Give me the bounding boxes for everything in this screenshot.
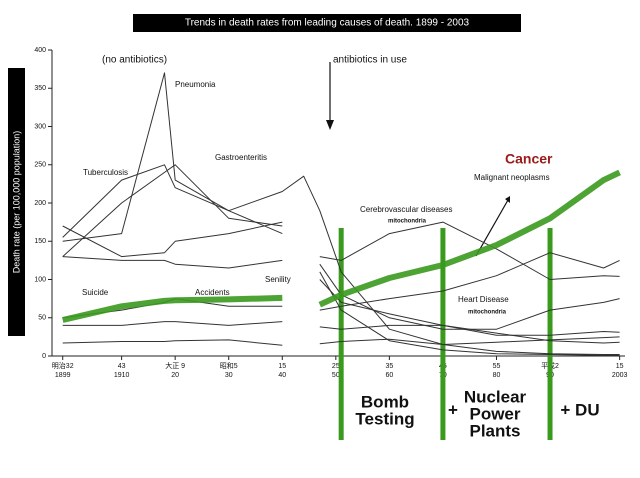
annotation: Bomb bbox=[361, 392, 409, 411]
annotation: + bbox=[448, 400, 458, 419]
y-label-box bbox=[8, 68, 25, 336]
series-label: Accidents bbox=[195, 288, 230, 297]
annotation: Power bbox=[469, 404, 520, 423]
arrow-head bbox=[326, 120, 334, 130]
x-tick-label: 55 80 bbox=[493, 363, 501, 379]
annotation: + DU bbox=[560, 400, 599, 419]
annotation: antibiotics in use bbox=[333, 55, 407, 66]
x-tick-label: 大正 9 20 bbox=[165, 361, 185, 379]
series-line bbox=[62, 164, 620, 355]
x-tick-label: 昭和5 30 bbox=[220, 361, 238, 379]
series-label: Pneumonia bbox=[175, 80, 216, 89]
series-line bbox=[62, 164, 620, 356]
y-tick-label: 350 bbox=[34, 85, 46, 92]
annotation: (no antibiotics) bbox=[102, 55, 167, 66]
y-tick-label: 400 bbox=[34, 47, 46, 54]
y-tick-label: 100 bbox=[34, 276, 46, 283]
chart-title: Trends in death rates from leading cause… bbox=[185, 18, 470, 29]
annotation: Nuclear bbox=[464, 387, 527, 406]
series-line bbox=[62, 169, 621, 323]
series-line bbox=[62, 321, 620, 336]
y-axis-label: Death rate (per 100,000 population) bbox=[11, 131, 21, 274]
x-tick-label: 25 50 bbox=[332, 363, 340, 379]
y-tick-label: 0 bbox=[42, 353, 46, 360]
y-tick-label: 300 bbox=[34, 123, 46, 130]
x-tick-label: 15 40 bbox=[278, 363, 286, 379]
series-line bbox=[62, 221, 620, 280]
series-label: Senility bbox=[265, 275, 291, 284]
series-label: Malignant neoplasms bbox=[474, 173, 550, 182]
series-label: Heart Disease bbox=[458, 295, 509, 304]
y-tick-label: 250 bbox=[34, 162, 46, 169]
y-tick-label: 150 bbox=[34, 238, 46, 245]
y-tick-label: 50 bbox=[38, 315, 46, 322]
series-line bbox=[62, 256, 620, 344]
series-label: Gastroenteritis bbox=[215, 153, 267, 162]
title-box bbox=[133, 14, 521, 32]
x-tick-label: 35 60 bbox=[385, 363, 393, 379]
series-line bbox=[62, 336, 620, 346]
series-label: Cerebrovascular diseases bbox=[360, 205, 453, 214]
arrow bbox=[475, 199, 509, 257]
x-tick-label: 43 1910 bbox=[114, 363, 130, 379]
annotation: Plants bbox=[469, 421, 520, 440]
annotation: Cancer bbox=[505, 151, 553, 167]
series-label: Suicide bbox=[82, 288, 109, 297]
y-tick-label: 200 bbox=[34, 200, 46, 207]
x-tick-label: 明治32 1899 bbox=[52, 361, 74, 379]
x-tick-label: 15 2003 bbox=[612, 363, 628, 379]
annotation: Testing bbox=[355, 409, 414, 428]
annotation: mitochondria bbox=[388, 219, 427, 225]
annotation: mitochondria bbox=[468, 310, 507, 316]
arrow-head bbox=[505, 196, 510, 203]
series-label: Tuberculosis bbox=[83, 168, 128, 177]
